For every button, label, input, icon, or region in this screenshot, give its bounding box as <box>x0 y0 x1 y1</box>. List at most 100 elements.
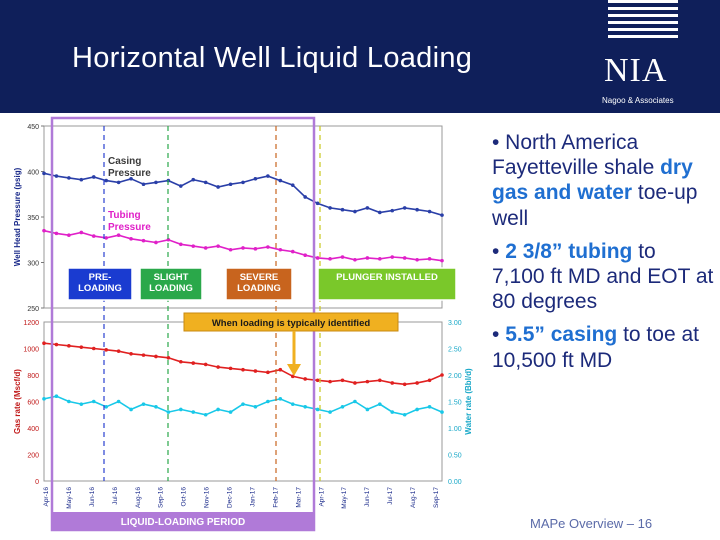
water-rate-point <box>141 402 146 406</box>
month-tick-label: Oct-16 <box>181 487 188 507</box>
gas-tick-label: 1200 <box>23 320 39 327</box>
water-rate-point <box>390 410 395 414</box>
casing-pressure-point <box>303 195 307 199</box>
gas-rate-point <box>328 379 332 384</box>
pressure-tick-label: 250 <box>27 306 39 313</box>
identified-arrow-head <box>287 364 301 376</box>
tubing-pressure-point <box>440 258 444 263</box>
month-tick-label: Mar-17 <box>295 487 302 508</box>
casing-pressure-point <box>365 206 370 210</box>
casing-pressure-point <box>179 184 183 188</box>
gas-rate-point <box>67 344 71 348</box>
gas-tick-label: 1000 <box>23 347 39 354</box>
month-tick-label: Apr-16 <box>43 487 50 507</box>
rate-plot-frame <box>43 321 443 482</box>
water-rate-point <box>228 410 233 414</box>
tubing-pressure-point <box>79 230 84 235</box>
severe-loading-label: LOADING <box>237 283 281 294</box>
casing-pressure-annotation: Pressure <box>108 168 151 179</box>
liquid-loading-chart: 450 400 350 300 250 Well Head Pressure (psig)… <box>8 114 478 534</box>
casing-pressure-point <box>241 180 245 185</box>
casing-pressure-point <box>353 209 357 214</box>
tubing-pressure-point <box>191 244 196 248</box>
tubing-pressure-point <box>42 228 46 233</box>
slight-loading-label: SLIGHT <box>154 272 189 283</box>
tubing-pressure-point <box>67 233 71 237</box>
casing-pressure-point <box>315 201 320 206</box>
slide-header: Horizontal Well Liquid Loading NIA Nagoo… <box>0 0 720 113</box>
water-tick-label: 2.00 <box>448 373 462 380</box>
logo-subtitle: Nagoo & Associates <box>602 96 674 105</box>
casing-pressure-point <box>228 182 233 187</box>
water-rate-point <box>241 402 245 406</box>
water-rate-point <box>253 405 258 409</box>
gas-rate-point <box>154 354 158 359</box>
gas-rate-point <box>266 370 270 375</box>
casing-pressure-point <box>154 180 158 185</box>
bullet-part: • <box>492 239 506 263</box>
month-tick-label: Feb-17 <box>272 487 279 508</box>
chart-svg: 450 400 350 300 250 Well Head Pressure (psig)… <box>13 116 473 532</box>
tubing-pressure-point <box>378 257 382 261</box>
water-tick-label: 2.50 <box>448 347 462 354</box>
bullet-item: • 5.5” casing to toe at 10,500 ft MD <box>492 322 714 372</box>
casing-pressure-point <box>191 177 196 182</box>
casing-pressure-point <box>216 185 220 189</box>
gas-rate-point <box>216 365 220 369</box>
casing-pressure-point <box>390 208 395 213</box>
gas-axis-label: Gas rate (Mscf/d) <box>13 369 22 434</box>
bullet-highlight: dry gas and water <box>492 156 693 205</box>
casing-pressure-point <box>415 207 419 212</box>
gas-rate-point <box>390 381 395 385</box>
logo-text: NIA <box>604 52 668 89</box>
identified-callout-label: When loading is typically identified <box>212 318 371 329</box>
tubing-pressure-point <box>290 249 295 254</box>
tubing-pressure-point <box>179 242 183 247</box>
tubing-pressure-point <box>427 257 432 261</box>
bullet-part: to 7,100 ft MD and EOT at 80 degrees <box>492 239 714 314</box>
casing-pressure-point <box>402 206 407 210</box>
pressure-tick-label: 300 <box>27 261 39 268</box>
water-rate-point <box>402 412 407 417</box>
tubing-pressure-point <box>315 256 320 260</box>
month-tick-label: May-16 <box>66 487 73 509</box>
bullet-part: toe-up well <box>492 181 698 230</box>
tubing-pressure-point <box>253 247 258 251</box>
month-tick-label: Aug-17 <box>410 487 417 508</box>
water-rate-point <box>353 399 357 404</box>
bullet-highlight: 5.5” casing <box>505 323 618 347</box>
tubing-pressure-point <box>365 256 370 260</box>
gas-rate-point <box>415 381 419 385</box>
gas-rate-point <box>91 346 96 351</box>
water-rate-point <box>154 405 158 409</box>
water-rate-point <box>427 405 432 409</box>
tubing-pressure-point <box>241 246 245 250</box>
month-tick-label: Nov-16 <box>204 487 211 508</box>
tubing-pressure-annotation: Pressure <box>108 222 151 233</box>
water-tick-label: 1.00 <box>448 426 462 433</box>
gas-rate-point <box>303 377 307 381</box>
pre-loading-box <box>67 267 133 301</box>
gas-tick-label: 600 <box>27 400 39 407</box>
tubing-pressure-point <box>203 246 208 250</box>
loading-period-label-bg <box>52 512 314 530</box>
water-axis-label: Water rate (Bbl/d) <box>464 368 473 435</box>
water-rate-point <box>440 410 444 414</box>
casing-pressure-point <box>290 183 295 187</box>
plunger-installed-box <box>317 267 457 301</box>
gas-rate-point <box>290 374 295 379</box>
tubing-pressure-point <box>154 240 158 245</box>
casing-pressure-point <box>79 177 84 182</box>
gas-rate-point <box>129 352 133 356</box>
casing-pressure-point <box>203 180 208 185</box>
gas-rate-point <box>104 348 108 352</box>
water-rate-point <box>166 410 171 414</box>
tubing-pressure-point <box>104 236 108 240</box>
water-rate-point <box>67 399 71 404</box>
pressure-tick-label: 400 <box>27 170 39 177</box>
gas-rate-point <box>427 378 432 383</box>
casing-pressure-point <box>427 209 432 214</box>
gas-rate-point <box>402 382 407 387</box>
water-rate-point <box>179 407 183 412</box>
bullet-part: to toe at 10,500 ft MD <box>492 323 699 372</box>
